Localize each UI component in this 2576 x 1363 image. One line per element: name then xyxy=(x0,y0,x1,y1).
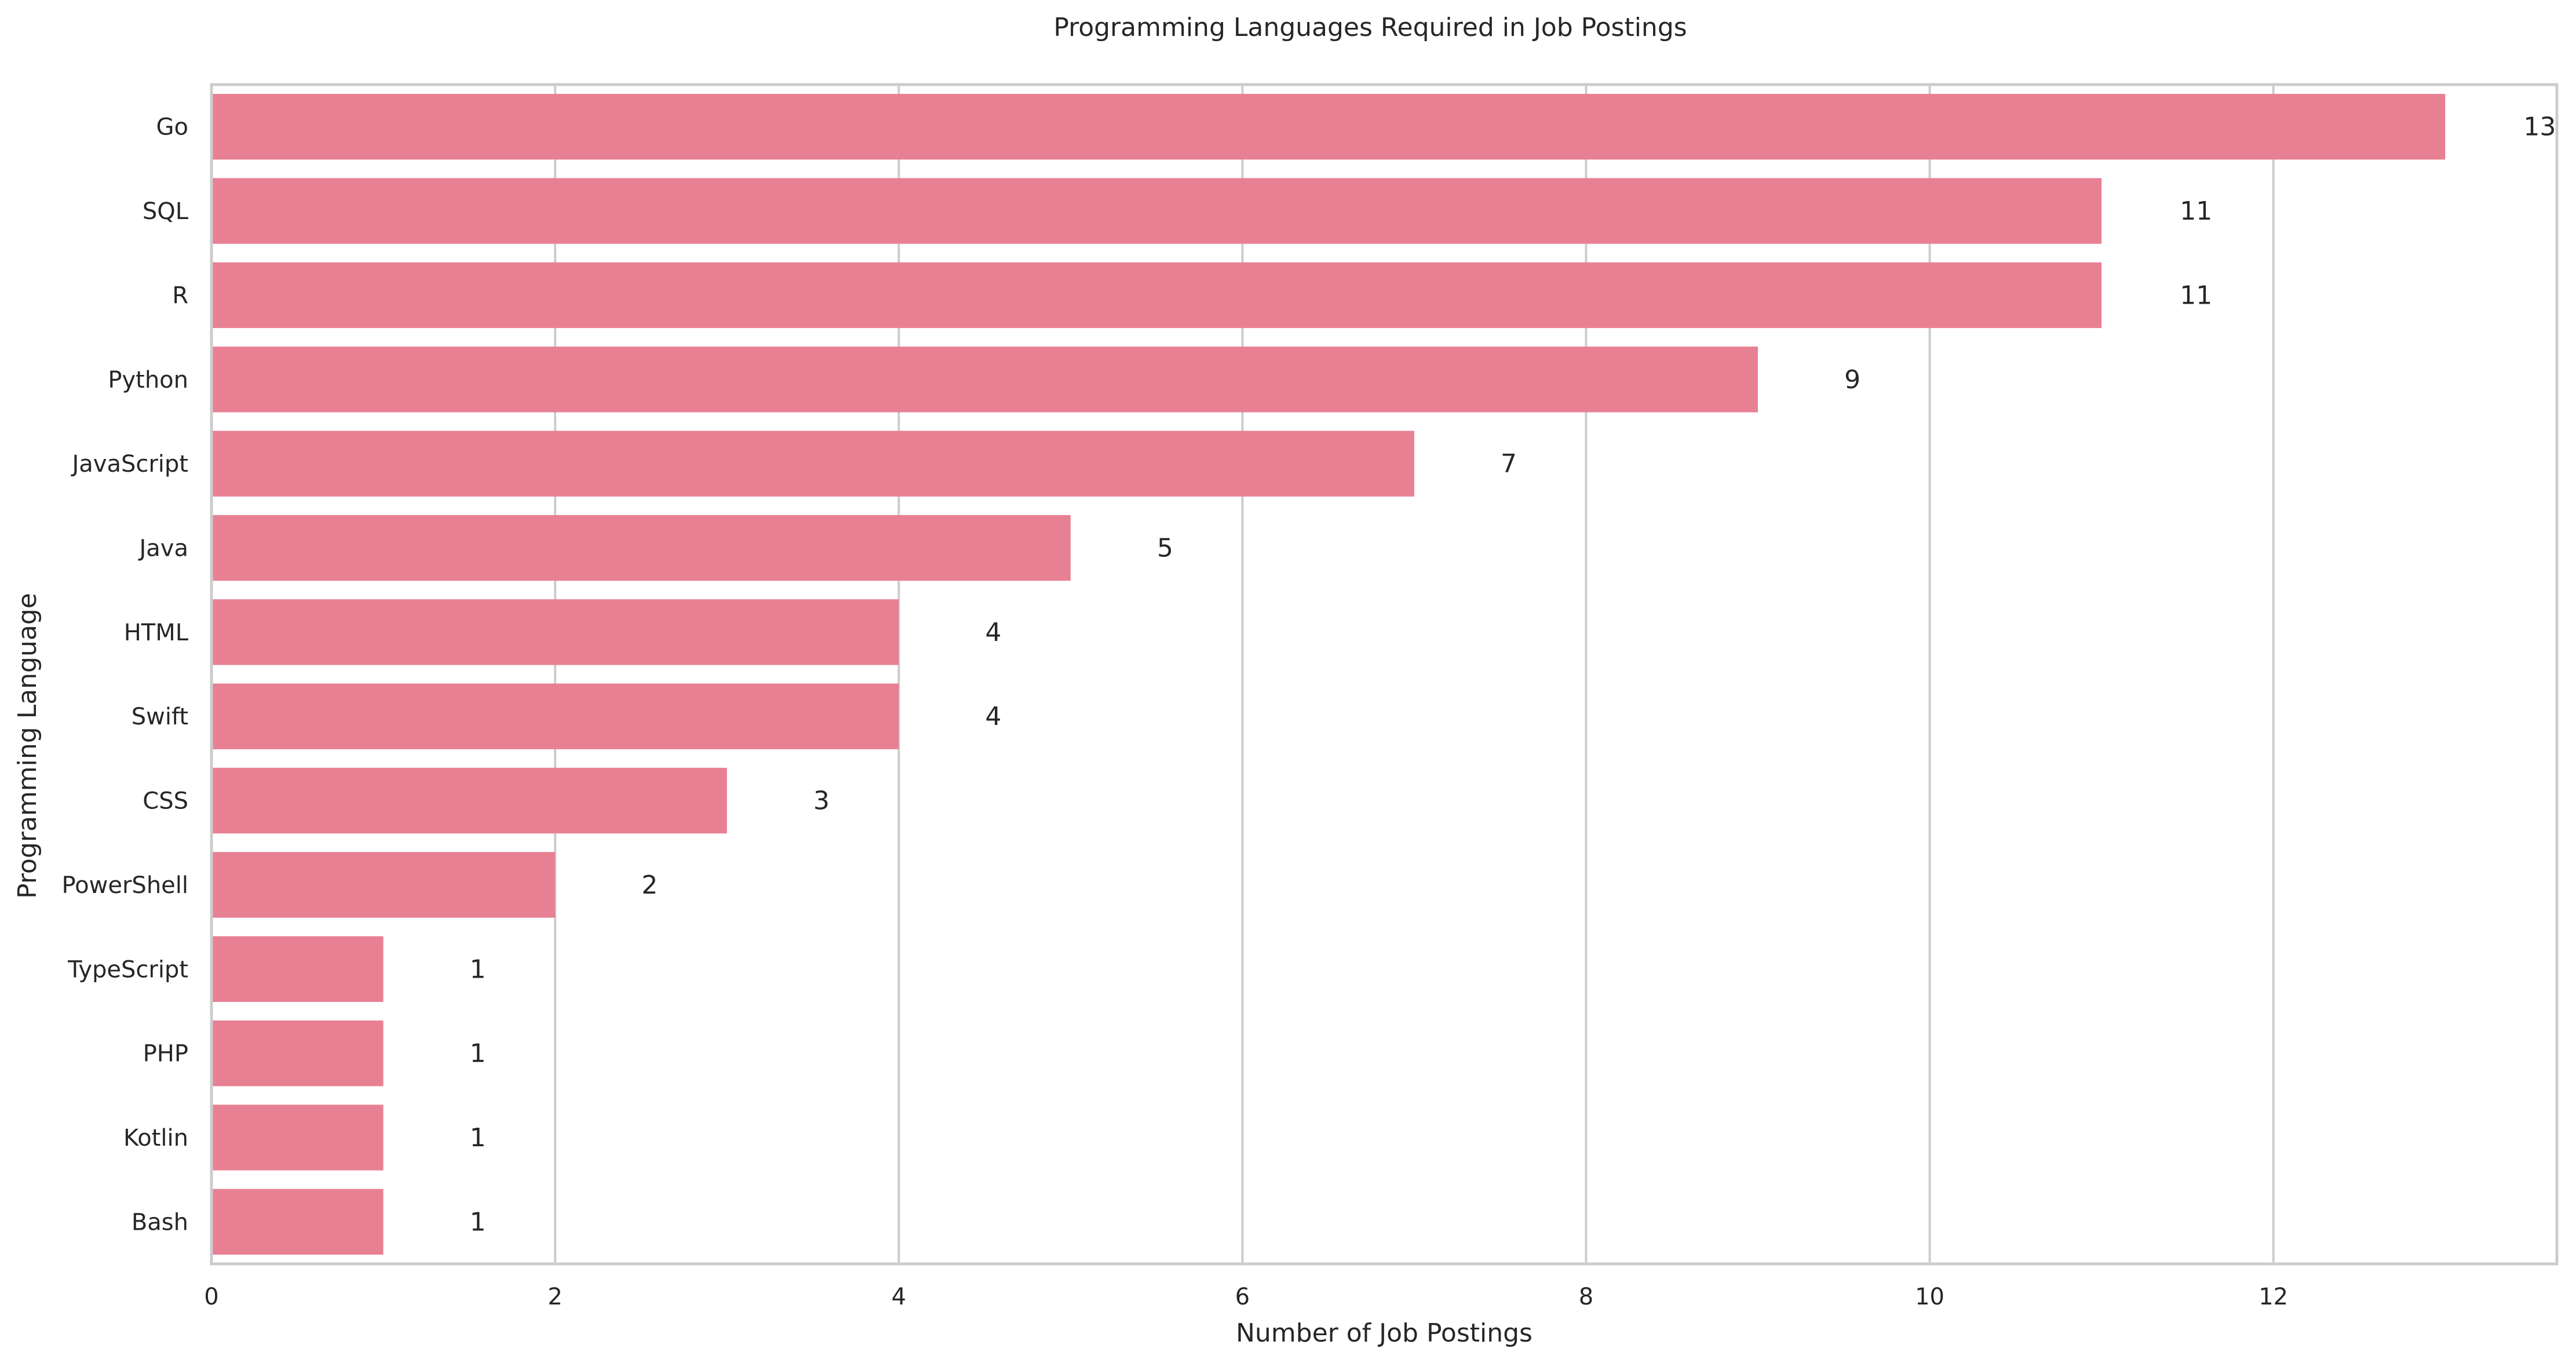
chart-title: Programming Languages Required in Job Po… xyxy=(1053,13,1687,42)
y-tick-label: PHP xyxy=(143,1041,188,1067)
x-tick-label: 10 xyxy=(1915,1284,1944,1310)
data-label: 7 xyxy=(1501,449,1517,479)
data-label: 1 xyxy=(470,954,486,984)
bar xyxy=(211,93,2446,160)
data-label: 2 xyxy=(641,870,658,900)
data-label: 3 xyxy=(813,786,830,816)
data-label: 13 xyxy=(2523,112,2556,142)
bar xyxy=(211,178,2102,244)
x-tick-label: 12 xyxy=(2258,1284,2288,1310)
y-tick-label: CSS xyxy=(143,788,188,815)
y-tick-label: Java xyxy=(138,535,189,562)
bar xyxy=(211,767,727,834)
y-tick-label: Bash xyxy=(132,1209,188,1236)
bar xyxy=(211,262,2102,329)
data-label: 1 xyxy=(470,1039,486,1069)
data-label: 5 xyxy=(1157,533,1173,563)
y-tick-label: PowerShell xyxy=(61,872,188,899)
bars xyxy=(211,93,2446,1255)
y-tick-label: Python xyxy=(108,367,188,393)
x-tick-label: 8 xyxy=(1579,1284,1593,1310)
y-axis-label: Programming Language xyxy=(13,593,42,899)
x-tick-label: 6 xyxy=(1235,1284,1250,1310)
bar xyxy=(211,1105,384,1171)
x-tick-label: 0 xyxy=(204,1284,218,1310)
y-tick-labels: Go SQL R Python JavaScript Java HTML Swift CSS Po… xyxy=(61,114,188,1236)
plot-frame xyxy=(210,83,2559,1266)
x-axis-label: Number of Job Postings xyxy=(1236,1318,1533,1348)
bar xyxy=(211,599,899,665)
data-label: 11 xyxy=(2180,280,2212,310)
bar xyxy=(211,347,1758,413)
y-tick-label: HTML xyxy=(124,619,189,646)
y-tick-label: TypeScript xyxy=(67,956,188,983)
bar xyxy=(211,936,384,1002)
bar xyxy=(211,1020,384,1087)
y-tick-label: JavaScript xyxy=(70,451,188,478)
data-label: 4 xyxy=(985,702,1001,731)
x-tick-labels: 0 2 4 6 8 10 12 xyxy=(204,1284,2288,1310)
data-label: 1 xyxy=(470,1123,486,1153)
y-tick-label: Go xyxy=(156,114,188,141)
y-tick-label: SQL xyxy=(143,198,189,225)
y-tick-label: Swift xyxy=(132,704,188,730)
grid-lines xyxy=(210,85,2275,1264)
data-label: 9 xyxy=(1844,365,1860,395)
y-tick-label: Kotlin xyxy=(123,1125,188,1151)
bar xyxy=(211,1189,384,1255)
data-label: 1 xyxy=(470,1207,486,1237)
bar xyxy=(211,431,1414,497)
bar xyxy=(211,852,556,918)
data-label: 11 xyxy=(2180,196,2212,226)
y-tick-label: R xyxy=(172,282,188,309)
bar xyxy=(211,515,1071,581)
data-label: 4 xyxy=(985,618,1001,647)
bar xyxy=(211,683,899,749)
x-tick-label: 2 xyxy=(548,1284,562,1310)
x-tick-label: 4 xyxy=(892,1284,906,1310)
